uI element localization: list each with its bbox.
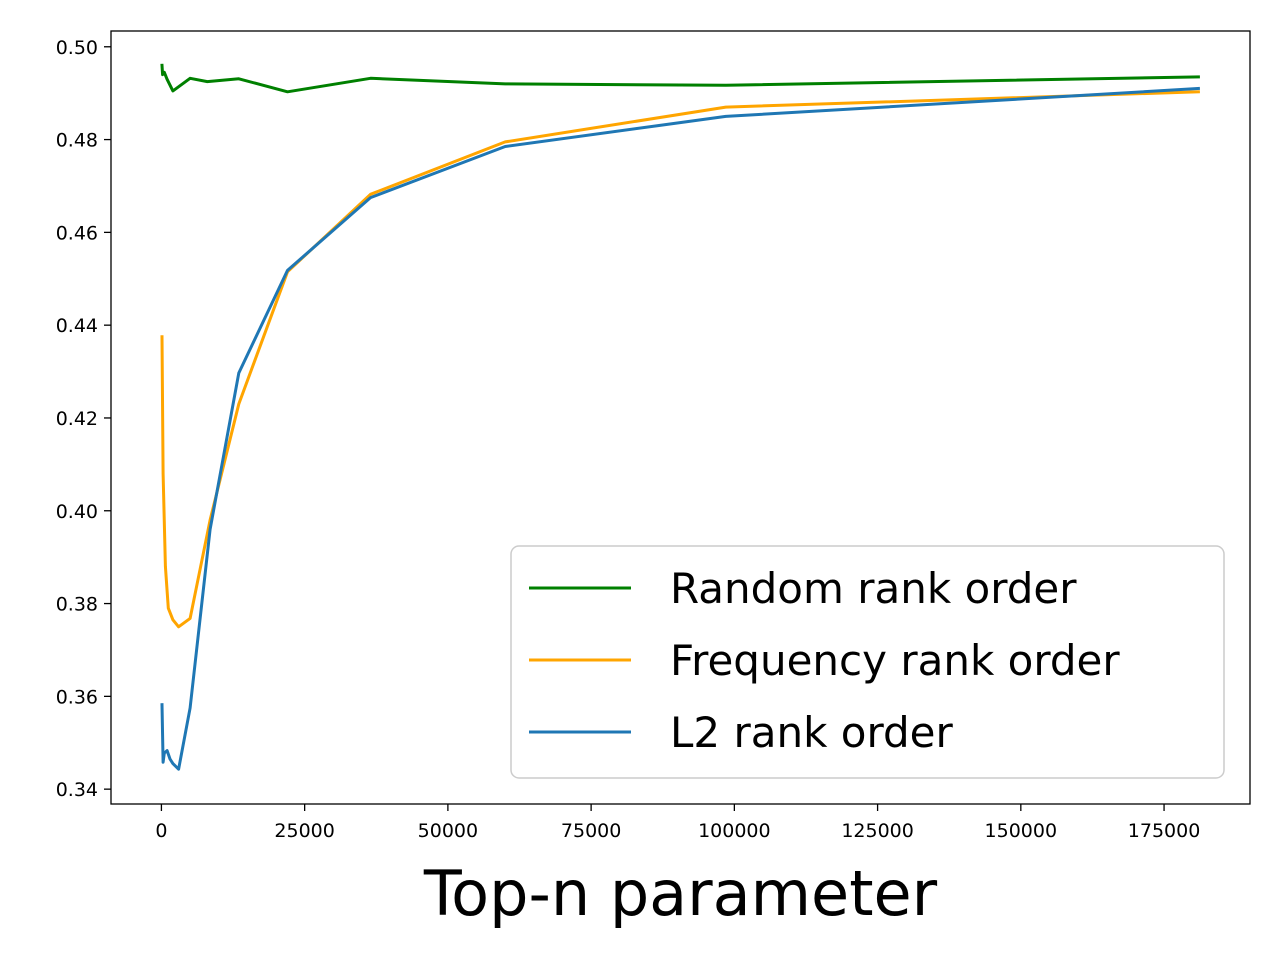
legend-label-2: L2 rank order xyxy=(670,708,953,757)
y-tick-label: 0.40 xyxy=(56,501,98,523)
y-tick-label: 0.36 xyxy=(56,686,98,708)
legend-box xyxy=(510,545,1225,779)
y-tick-label: 0.50 xyxy=(56,37,98,59)
x-tick-label: 0 xyxy=(155,820,167,842)
y-tick-label: 0.46 xyxy=(56,222,98,244)
x-tick-label: 125000 xyxy=(841,820,914,842)
y-tick-label: 0.38 xyxy=(56,594,98,616)
y-tick-label: 0.34 xyxy=(56,779,98,801)
x-tick-label: 25000 xyxy=(274,820,334,842)
legend-label-0: Random rank order xyxy=(670,564,1077,613)
series-line-1 xyxy=(160,90,1200,629)
x-tick-label: 175000 xyxy=(1128,820,1201,842)
x-tick-label: 150000 xyxy=(985,820,1058,842)
series-layer xyxy=(160,63,1200,771)
x-tick-label: 75000 xyxy=(561,820,621,842)
y-tick-label: 0.42 xyxy=(56,408,98,430)
series-line-2 xyxy=(160,86,1200,771)
legend-label-1: Frequency rank order xyxy=(670,636,1120,685)
y-tick-label: 0.44 xyxy=(56,315,98,337)
x-axis-title: Top-n parameter xyxy=(423,857,938,930)
x-tick-label: 100000 xyxy=(698,820,771,842)
legend: Random rank order Frequency rank order L2 … xyxy=(510,545,1225,779)
y-tick-label: 0.48 xyxy=(56,130,98,152)
series-line-0 xyxy=(160,63,1200,94)
x-tick-label: 50000 xyxy=(418,820,478,842)
y-axis: 0.34 0.36 0.38 0.40 0.42 0.44 0.46 0.48 0.50 xyxy=(56,37,111,801)
x-axis: 0 25000 50000 75000 100000 125000 150000 175000 xyxy=(155,804,1200,842)
